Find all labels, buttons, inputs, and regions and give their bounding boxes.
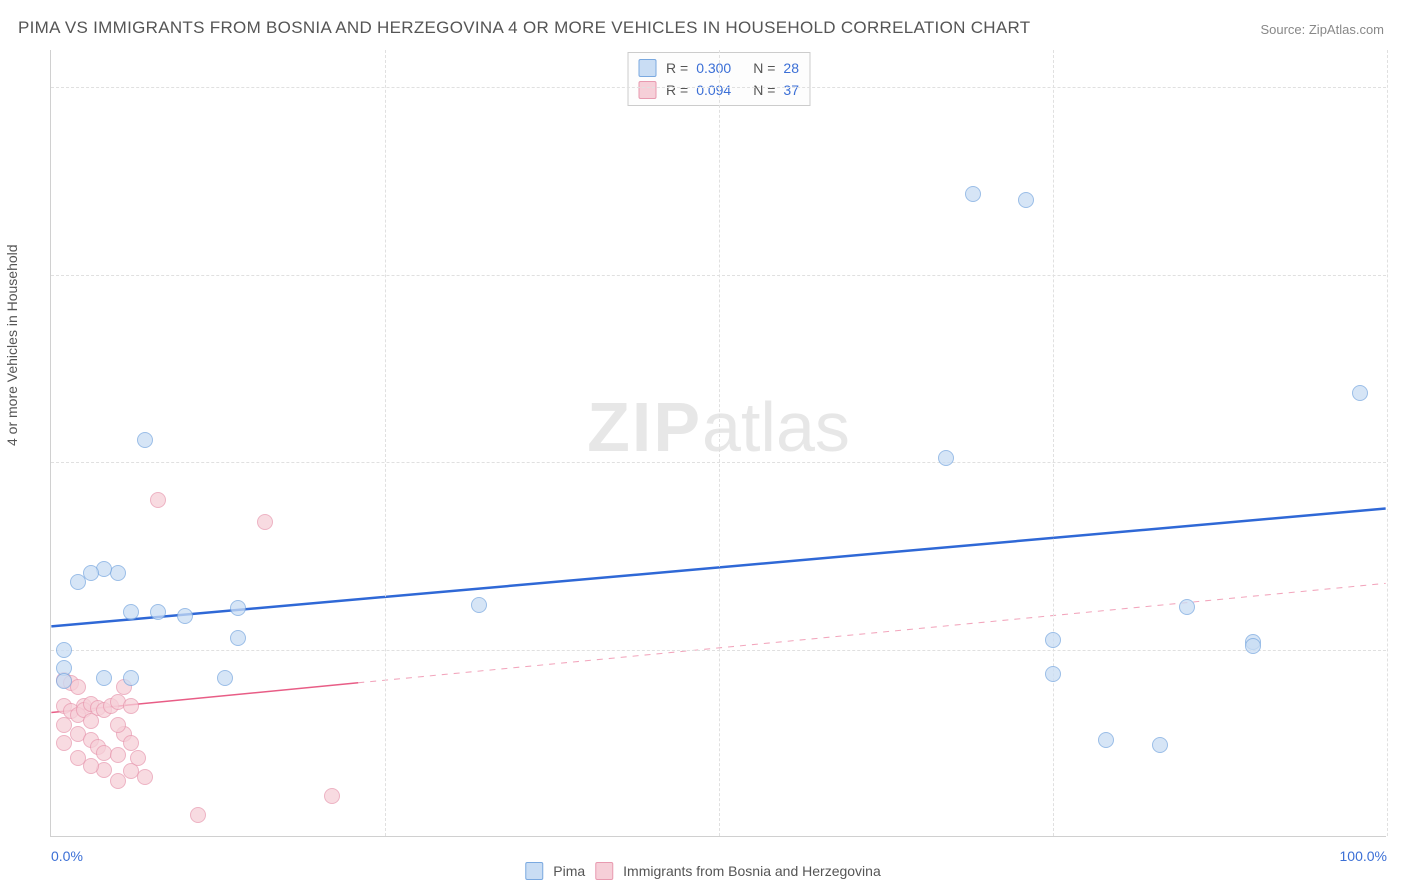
- data-point: [56, 673, 72, 689]
- gridline-v: [385, 50, 386, 836]
- n-value-pima: 28: [783, 60, 799, 76]
- data-point: [83, 565, 99, 581]
- data-point: [137, 769, 153, 785]
- data-point: [230, 630, 246, 646]
- swatch-pima: [638, 59, 656, 77]
- plot-area: ZIPatlas R = 0.300 N = 28 R = 0.094 N = …: [50, 50, 1386, 837]
- gridline-v: [719, 50, 720, 836]
- n-value-immigrants: 37: [783, 82, 799, 98]
- y-tick-label: 30.0%: [1391, 267, 1406, 283]
- r-value-pima: 0.300: [696, 60, 731, 76]
- source-label: Source: ZipAtlas.com: [1260, 22, 1384, 37]
- data-point: [110, 717, 126, 733]
- data-point: [123, 698, 139, 714]
- data-point: [938, 450, 954, 466]
- data-point: [1245, 638, 1261, 654]
- data-point: [96, 670, 112, 686]
- data-point: [257, 514, 273, 530]
- data-point: [110, 747, 126, 763]
- x-tick-label: 0.0%: [51, 848, 83, 864]
- legend-label-immigrants: Immigrants from Bosnia and Herzegovina: [623, 863, 881, 879]
- data-point: [150, 492, 166, 508]
- data-point: [123, 670, 139, 686]
- n-label: N =: [753, 60, 775, 76]
- gridline-v: [1387, 50, 1388, 836]
- data-point: [190, 807, 206, 823]
- y-tick-label: 10.0%: [1391, 642, 1406, 658]
- data-point: [56, 642, 72, 658]
- watermark-atlas: atlas: [702, 388, 850, 466]
- data-point: [230, 600, 246, 616]
- r-label: R =: [666, 82, 688, 98]
- gridline-v: [1053, 50, 1054, 836]
- data-point: [1098, 732, 1114, 748]
- y-axis-title: 4 or more Vehicles in Household: [4, 244, 20, 446]
- legend-series: Pima Immigrants from Bosnia and Herzegov…: [525, 862, 880, 880]
- data-point: [110, 773, 126, 789]
- swatch-immigrants: [638, 81, 656, 99]
- y-tick-label: 40.0%: [1391, 79, 1406, 95]
- regression-line-dashed: [358, 583, 1385, 682]
- y-tick-label: 20.0%: [1391, 454, 1406, 470]
- data-point: [1352, 385, 1368, 401]
- data-point: [471, 597, 487, 613]
- data-point: [1018, 192, 1034, 208]
- data-point: [217, 670, 233, 686]
- data-point: [1045, 632, 1061, 648]
- data-point: [137, 432, 153, 448]
- swatch-immigrants: [595, 862, 613, 880]
- data-point: [150, 604, 166, 620]
- data-point: [1179, 599, 1195, 615]
- data-point: [83, 713, 99, 729]
- data-point: [130, 750, 146, 766]
- x-tick-label: 100.0%: [1340, 848, 1387, 864]
- r-label: R =: [666, 60, 688, 76]
- data-point: [177, 608, 193, 624]
- data-point: [1152, 737, 1168, 753]
- r-value-immigrants: 0.094: [696, 82, 731, 98]
- correlation-chart: PIMA VS IMMIGRANTS FROM BOSNIA AND HERZE…: [0, 0, 1406, 892]
- data-point: [324, 788, 340, 804]
- watermark-zip: ZIP: [587, 388, 702, 466]
- swatch-pima: [525, 862, 543, 880]
- data-point: [123, 604, 139, 620]
- data-point: [56, 735, 72, 751]
- chart-title: PIMA VS IMMIGRANTS FROM BOSNIA AND HERZE…: [18, 18, 1030, 38]
- data-point: [1045, 666, 1061, 682]
- data-point: [965, 186, 981, 202]
- n-label: N =: [753, 82, 775, 98]
- data-point: [70, 750, 86, 766]
- data-point: [123, 735, 139, 751]
- legend-label-pima: Pima: [553, 863, 585, 879]
